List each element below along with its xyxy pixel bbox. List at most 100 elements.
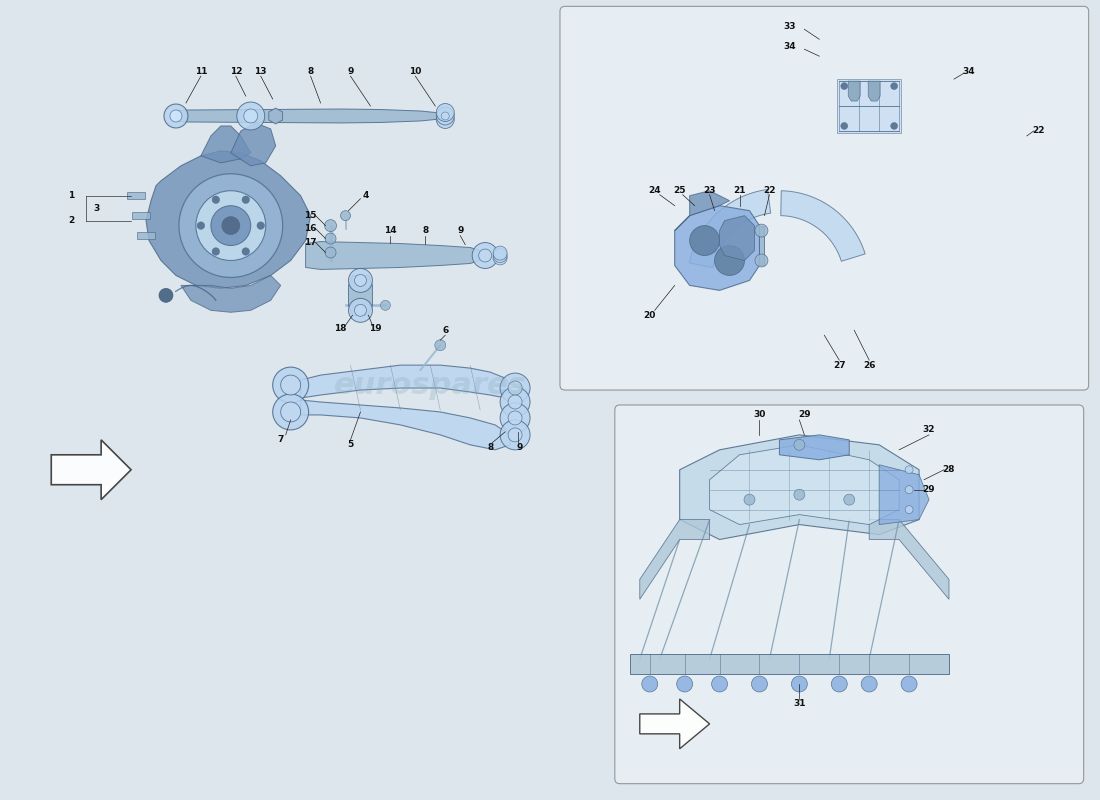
Text: 25: 25	[673, 186, 686, 195]
Circle shape	[196, 190, 266, 261]
Text: 32: 32	[923, 426, 935, 434]
Circle shape	[905, 486, 913, 494]
Circle shape	[349, 298, 373, 322]
Circle shape	[500, 373, 530, 403]
Text: 33: 33	[783, 22, 795, 31]
Circle shape	[493, 246, 507, 260]
Circle shape	[273, 367, 309, 403]
Circle shape	[222, 217, 240, 234]
Circle shape	[891, 82, 898, 90]
Polygon shape	[306, 242, 481, 270]
Circle shape	[242, 248, 250, 255]
Text: 9: 9	[348, 66, 354, 76]
Polygon shape	[690, 190, 771, 267]
Polygon shape	[872, 0, 1100, 66]
Circle shape	[212, 248, 220, 255]
Circle shape	[324, 220, 337, 231]
Text: 5: 5	[348, 440, 353, 450]
Text: 12: 12	[230, 66, 242, 76]
Polygon shape	[674, 190, 729, 230]
Circle shape	[437, 103, 454, 122]
Circle shape	[840, 122, 848, 130]
Circle shape	[160, 288, 173, 302]
Text: 19: 19	[370, 324, 382, 333]
Circle shape	[840, 82, 848, 90]
Circle shape	[500, 387, 530, 417]
Polygon shape	[868, 81, 880, 101]
Circle shape	[905, 506, 913, 514]
Circle shape	[744, 494, 755, 505]
Polygon shape	[146, 151, 310, 288]
Polygon shape	[781, 190, 866, 262]
Polygon shape	[719, 216, 755, 261]
Circle shape	[211, 206, 251, 246]
Circle shape	[715, 246, 745, 275]
Text: 13: 13	[254, 66, 267, 76]
Circle shape	[170, 110, 182, 122]
Text: 3: 3	[94, 204, 99, 213]
Polygon shape	[231, 123, 276, 166]
Polygon shape	[300, 400, 510, 450]
Text: 31: 31	[793, 699, 805, 709]
Circle shape	[434, 340, 446, 350]
Circle shape	[500, 420, 530, 450]
Circle shape	[164, 104, 188, 128]
Text: 6: 6	[442, 326, 449, 334]
Text: 10: 10	[409, 66, 421, 76]
Polygon shape	[52, 440, 131, 500]
Text: 26: 26	[862, 361, 876, 370]
Polygon shape	[268, 108, 283, 124]
Circle shape	[354, 304, 366, 316]
Circle shape	[354, 274, 366, 286]
Bar	[138, 232, 155, 239]
Circle shape	[212, 196, 220, 203]
Circle shape	[641, 676, 658, 692]
Circle shape	[493, 249, 507, 262]
FancyBboxPatch shape	[615, 405, 1084, 784]
Circle shape	[381, 300, 390, 310]
Circle shape	[341, 210, 351, 221]
Text: 29: 29	[923, 485, 935, 494]
Circle shape	[500, 403, 530, 433]
Circle shape	[690, 226, 719, 255]
Text: 29: 29	[798, 410, 811, 419]
Circle shape	[844, 494, 855, 505]
Text: 8: 8	[422, 226, 428, 235]
Circle shape	[712, 676, 727, 692]
Circle shape	[901, 676, 917, 692]
Circle shape	[794, 489, 805, 500]
Text: 17: 17	[305, 238, 317, 247]
Circle shape	[861, 676, 877, 692]
Circle shape	[179, 174, 283, 278]
Text: 14: 14	[384, 226, 397, 235]
Circle shape	[349, 269, 373, 292]
Polygon shape	[300, 365, 510, 398]
Circle shape	[273, 394, 309, 430]
Circle shape	[280, 402, 300, 422]
Text: 15: 15	[305, 211, 317, 220]
Text: 23: 23	[703, 186, 716, 195]
Text: 21: 21	[734, 186, 746, 195]
Circle shape	[905, 466, 913, 474]
Text: 27: 27	[833, 361, 846, 370]
Circle shape	[791, 676, 807, 692]
Text: eurospares: eurospares	[334, 370, 527, 399]
Text: 18: 18	[334, 324, 346, 333]
Text: 24: 24	[648, 186, 661, 195]
Circle shape	[236, 102, 265, 130]
Bar	[132, 212, 150, 219]
Polygon shape	[349, 275, 373, 315]
Text: 4: 4	[362, 191, 369, 200]
Polygon shape	[780, 435, 849, 460]
Text: 9: 9	[517, 443, 524, 452]
Circle shape	[441, 112, 449, 120]
Text: 8: 8	[308, 66, 314, 76]
Bar	[630, 654, 949, 674]
Polygon shape	[879, 465, 930, 525]
Circle shape	[478, 249, 492, 262]
Polygon shape	[680, 435, 920, 539]
Polygon shape	[176, 109, 440, 123]
Circle shape	[493, 251, 507, 265]
Circle shape	[508, 428, 522, 442]
Text: 9: 9	[456, 226, 463, 235]
